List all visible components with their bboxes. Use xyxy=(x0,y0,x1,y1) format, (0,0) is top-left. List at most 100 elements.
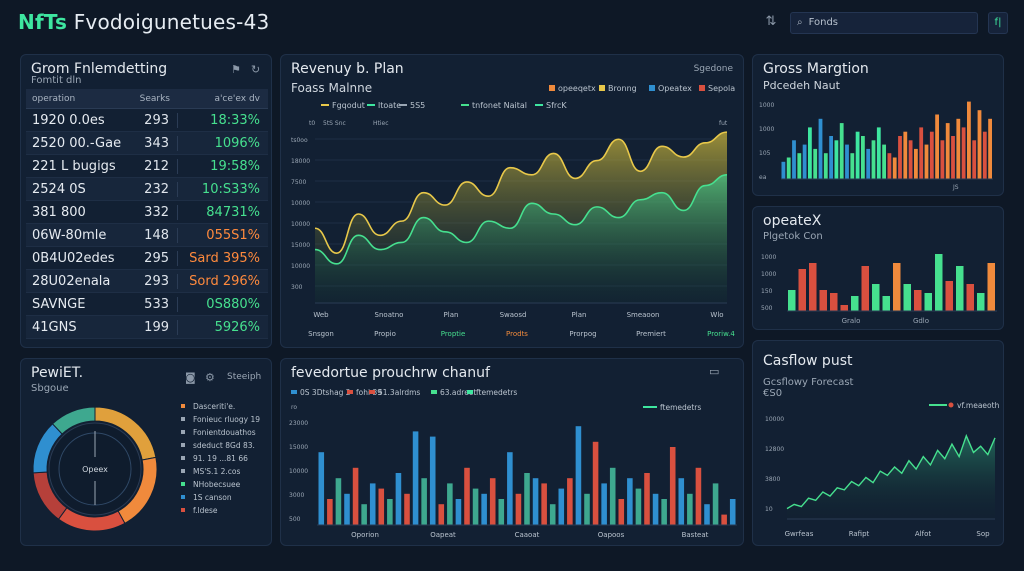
opex-bar xyxy=(945,281,953,311)
product-bar xyxy=(567,478,573,525)
cell-value: 295 xyxy=(126,250,178,266)
gear-icon[interactable]: ⚙ xyxy=(205,371,215,384)
opex-bar xyxy=(935,254,943,311)
cell-value: 332 xyxy=(126,204,178,220)
x-tick-label-2: Proptie xyxy=(441,330,466,338)
opex-title: opeateX xyxy=(763,213,822,229)
x-tick-label: Sop xyxy=(976,530,990,538)
cell-change: 18:33% xyxy=(210,112,260,128)
x-tick-label-2: Proriw.4 xyxy=(707,330,735,338)
camera-icon[interactable]: ◙ xyxy=(185,371,196,384)
gross-margin-bar xyxy=(988,118,992,179)
table-row[interactable]: 06W-80mle 148 055S1% xyxy=(26,224,268,247)
top-bar: NfTs Fvodoigunetues-43 ⇅ ⌕ Fonds f| xyxy=(0,0,1024,48)
cell-change: 1096% xyxy=(214,135,260,151)
pin-icon[interactable]: ⚑ xyxy=(231,63,241,76)
y-tick-label: 10000 xyxy=(291,200,310,207)
x-tick-label: Oapeat xyxy=(430,531,456,539)
table-row[interactable]: 0B4U02edes 295 Sard 395% xyxy=(26,247,268,270)
opex-chart: 1000 1000 150 500 Gralo Gdlo xyxy=(761,254,997,325)
legend-dot xyxy=(948,402,954,408)
cashflow-title: Casflow pust xyxy=(763,353,853,369)
opex-bar xyxy=(977,293,985,311)
revenue-panel-right-label: Sgedone xyxy=(693,64,733,74)
table-row[interactable]: 41GNS 199 5926% xyxy=(26,316,268,339)
pie-icon-label: Steeiph xyxy=(227,372,262,382)
product-bar xyxy=(387,499,393,525)
product-bar xyxy=(369,483,376,525)
pie-legend-swatch xyxy=(181,456,185,460)
expand-icon[interactable]: ▭ xyxy=(709,365,720,378)
legend-swatch xyxy=(649,85,655,91)
column-header-operation[interactable]: operation xyxy=(32,93,76,104)
legend-label: opeeqetx xyxy=(558,84,596,93)
column-header-change[interactable]: a'ce'ex dv xyxy=(214,93,260,104)
cell-value: 293 xyxy=(126,273,178,289)
y-tick-label: 18000 xyxy=(291,158,310,165)
pie-slice[interactable] xyxy=(51,406,96,435)
product-bar xyxy=(455,499,462,525)
product-bar xyxy=(678,478,685,525)
legend-label: Opeatex xyxy=(658,84,692,93)
cell-change: 0S880% xyxy=(206,296,260,312)
gross-margin-bar xyxy=(871,140,876,179)
pie-center xyxy=(48,422,142,516)
settings-icon[interactable]: ⇅ xyxy=(765,14,777,29)
gross-margin-bar xyxy=(945,123,950,179)
opex-bar xyxy=(872,284,880,311)
gross-margin-bar xyxy=(940,140,945,179)
data-table: operation Searks a'ce'ex dv 1920 0.0es 29… xyxy=(26,89,268,339)
table-row[interactable]: 1920 0.0es 293 18:33% xyxy=(26,109,268,132)
gross-margin-bar xyxy=(781,161,786,179)
search-placeholder: Fonds xyxy=(808,17,839,28)
opex-bar xyxy=(987,263,995,311)
table-row[interactable]: 2520 00.-Gae 343 1096% xyxy=(26,132,268,155)
pie-legend-label: 91. 19 ...81 66 xyxy=(193,454,248,463)
gross-margin-bar xyxy=(808,127,812,179)
gross-margin-bar xyxy=(967,101,971,179)
product-bar xyxy=(429,436,436,525)
cell-value: 199 xyxy=(126,319,178,335)
table-panel: Grom Fnlemdetting Fomtit dln ⚑ ↻ operati… xyxy=(20,54,272,348)
table-row[interactable]: 381 800 332 84731% xyxy=(26,201,268,224)
top-action-button[interactable]: f| xyxy=(988,12,1008,34)
y-tick-label: 300 xyxy=(291,284,303,291)
cell-change: 84731% xyxy=(206,204,260,220)
column-header-searks[interactable]: Searks xyxy=(139,93,170,104)
table-row[interactable]: 221 L bugigs 212 19:58% xyxy=(26,155,268,178)
x-tick-label: Swaosd xyxy=(500,311,527,319)
axis-label: Htiec xyxy=(373,120,389,127)
pie-legend-label: Fonieuc rluogy 19 xyxy=(193,415,260,424)
y-tick-label: 12800 xyxy=(765,446,784,453)
cashflow-line xyxy=(786,433,996,510)
opex-bar xyxy=(956,266,964,311)
search-icon: ⌕ xyxy=(797,17,803,28)
product-bar xyxy=(352,467,359,525)
table-row[interactable]: 2524 0S 232 10:S33% xyxy=(26,178,268,201)
pie-panel: PewiET. Sbgoue ◙ ⚙ Steeiph Opeex Dascerit… xyxy=(20,358,272,546)
table-row[interactable]: SAVNGE 533 0S880% xyxy=(26,293,268,316)
product-bar xyxy=(344,493,350,525)
revenue-panel-subtitle: Foass Malnne xyxy=(291,81,373,95)
app-title: NfTs Fvodoigunetues-43 xyxy=(18,10,269,34)
gross-margin-bar xyxy=(855,131,860,179)
pie-legend-label: MS'S.1 2.cos xyxy=(193,467,240,476)
pie-legend-label: NHobecsuee xyxy=(193,480,241,489)
product-bar xyxy=(635,488,642,525)
legend-label: 0S 3Dtshag 2 xyxy=(300,388,351,397)
refresh-icon[interactable]: ↻ xyxy=(251,63,261,76)
x-tick-label: Web xyxy=(313,311,329,319)
table-row[interactable]: 28U02enala 293 Sord 296% xyxy=(26,270,268,293)
opex-bar xyxy=(882,296,890,311)
y-tick-label: 15000 xyxy=(291,242,310,249)
gross-margin-bar xyxy=(845,144,849,179)
gross-margin-bar xyxy=(924,144,929,179)
search-input[interactable]: ⌕ Fonds xyxy=(790,12,978,34)
gross-margin-panel: Gross Margtion Pdcedeh Naut 1000 1000 105 e… xyxy=(752,54,1004,196)
x-tick-label: Gralo xyxy=(842,317,861,325)
x-tick-label: Plan xyxy=(572,311,587,319)
cell-name: 41GNS xyxy=(32,319,77,335)
y-tick-label: ea xyxy=(759,174,767,181)
y-tick-label: 1000 xyxy=(761,254,776,261)
